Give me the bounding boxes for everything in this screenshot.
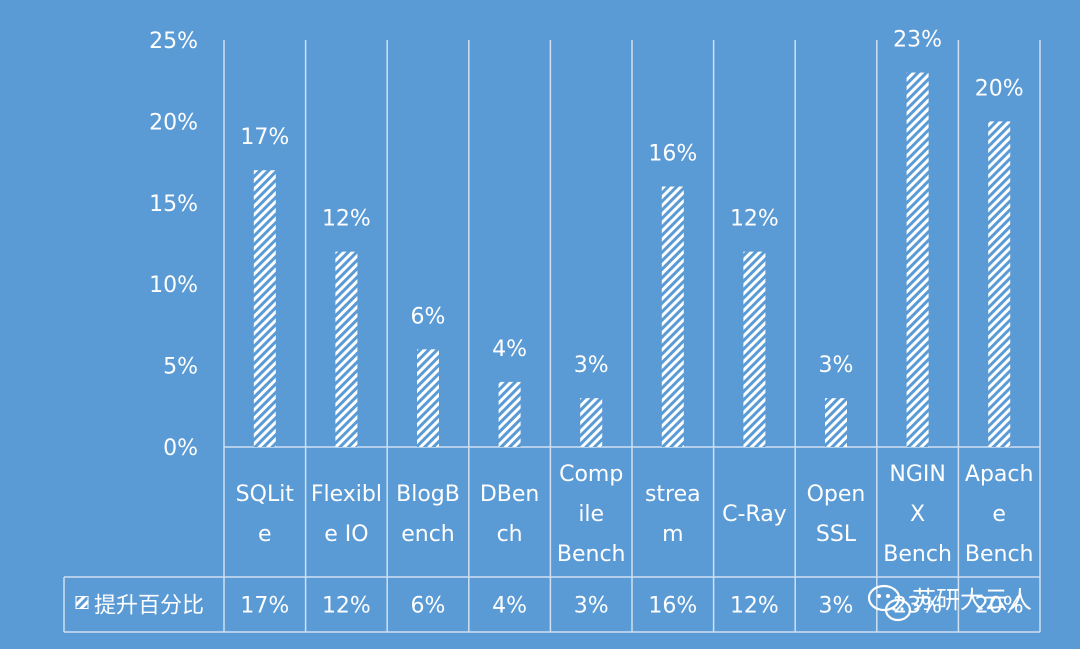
bars	[253, 72, 1011, 448]
y-tick-label: 5%	[163, 355, 198, 380]
wechat-bubble	[867, 584, 901, 612]
bar	[906, 72, 929, 447]
wechat-eye	[892, 607, 896, 611]
y-tick-label: 15%	[149, 192, 198, 217]
category-label: Comp	[559, 462, 623, 487]
data-label: 16%	[648, 142, 697, 167]
legend-swatch	[75, 596, 89, 609]
y-tick-label: 25%	[149, 29, 198, 54]
bar	[825, 398, 847, 447]
data-label: 23%	[893, 28, 942, 53]
table-value: 4%	[492, 594, 527, 619]
bar	[661, 186, 684, 447]
data-label: 3%	[819, 353, 854, 378]
bar	[498, 381, 521, 447]
table-value: 12%	[730, 594, 779, 619]
data-labels: 17% 12% 6% 4% 3% 16% 12% 3% 23% 20%	[240, 28, 1023, 379]
table-value: 3%	[819, 594, 854, 619]
wechat-eye	[877, 594, 881, 598]
data-label: 3%	[574, 353, 609, 378]
table-value: 6%	[411, 594, 446, 619]
category-labels: SQLit e Flexibl e IO BlogB ench DBen ch Comp ile B…	[236, 462, 1034, 567]
category-label: Flexibl	[311, 482, 382, 507]
y-tick-label: 0%	[163, 436, 198, 461]
wechat-eye	[900, 607, 904, 611]
watermark: 苏研大云人	[867, 584, 1032, 622]
category-label: BlogB	[396, 482, 460, 507]
y-tick-label: 10%	[149, 273, 198, 298]
bar	[417, 349, 439, 447]
wechat-bubble	[884, 598, 912, 622]
wechat-eye	[886, 594, 890, 598]
category-label: NGIN	[889, 462, 945, 487]
bar	[580, 398, 603, 447]
y-axis: 0% 5% 10% 15% 20% 25%	[149, 29, 198, 461]
watermark-text: 苏研大云人	[912, 586, 1032, 614]
data-label: 4%	[492, 337, 527, 362]
category-label: Bench	[557, 542, 626, 567]
category-label: strea	[645, 482, 701, 507]
category-label: Bench	[883, 542, 952, 567]
category-label: DBen	[480, 482, 540, 507]
category-label: ile	[578, 502, 604, 527]
table-value: 20%	[975, 594, 1024, 619]
y-tick-label: 20%	[149, 110, 198, 135]
category-label: Bench	[965, 542, 1034, 567]
category-label: ch	[497, 522, 523, 547]
data-label: 6%	[411, 304, 446, 329]
category-label: SQLit	[236, 482, 295, 507]
data-label: 12%	[322, 207, 371, 232]
legend-label: 提升百分比	[94, 594, 204, 619]
table-value: 12%	[322, 594, 371, 619]
bar	[335, 251, 358, 447]
category-label: m	[662, 522, 683, 547]
category-label: e IO	[324, 522, 368, 547]
category-label: C-Ray	[722, 502, 787, 527]
wechat-icon	[867, 584, 912, 622]
category-label: Apach	[965, 462, 1034, 487]
bar	[743, 251, 766, 447]
category-label: ench	[401, 522, 455, 547]
table-value: 16%	[648, 594, 697, 619]
category-label: X	[910, 502, 925, 527]
data-label: 17%	[240, 125, 289, 150]
data-label: 12%	[730, 207, 779, 232]
category-dividers	[223, 40, 1041, 577]
data-table: 提升百分比 17% 12% 6% 4% 3% 16% 12% 3% 23% 20%	[63, 576, 1041, 633]
bar	[253, 170, 276, 448]
category-label: e	[992, 502, 1006, 527]
bar	[988, 121, 1011, 448]
data-label: 20%	[975, 76, 1024, 101]
table-value: 23%	[893, 594, 942, 619]
table-value: 3%	[574, 594, 609, 619]
table-value: 17%	[240, 594, 289, 619]
category-label: e	[258, 522, 272, 547]
category-label: Open	[807, 482, 866, 507]
category-label: SSL	[816, 522, 857, 547]
